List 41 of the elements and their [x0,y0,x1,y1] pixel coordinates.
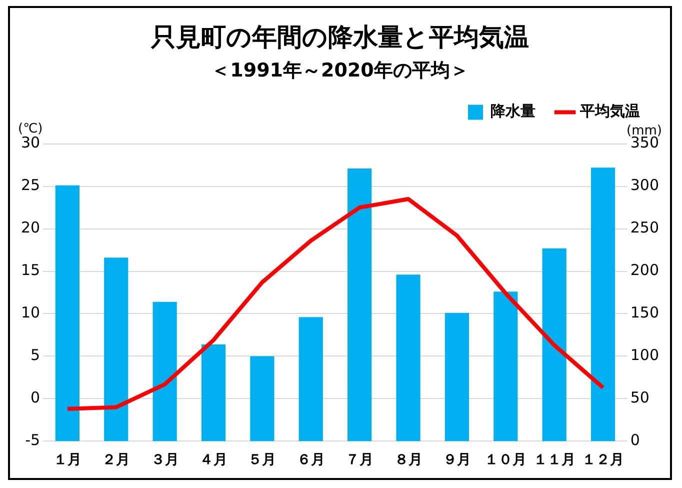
x-tick-label: ６月 [296,452,325,468]
x-tick-label: ５月 [248,452,276,468]
x-tick-label: ９月 [442,452,471,468]
bar [298,317,323,442]
x-tick-label: ４月 [200,452,228,468]
x-tick-label: ３月 [150,452,179,468]
x-tick-label: １月 [53,452,82,468]
legend-label: 平均気温 [579,102,640,120]
bar [348,168,372,442]
y-tick-label: -5 [25,431,40,450]
y2-tick-label: 0 [630,431,640,450]
bar [152,302,177,442]
y2-tick-label: 200 [630,261,660,280]
bar [590,168,616,442]
y-tick-label: 0 [30,388,40,407]
y-tick-label: 15 [20,261,40,280]
y2-tick-label: 150 [630,304,660,322]
bar [444,312,470,442]
x-tick-label: ８月 [394,452,422,468]
bar [201,344,226,442]
y-tick-label: 5 [30,346,40,364]
x-tick-label: １１月 [533,452,576,468]
bar [55,185,80,442]
bar [494,292,518,442]
y-tick-label: 25 [20,176,40,194]
x-tick-label: ７月 [346,452,374,468]
bar [542,248,566,442]
y2-tick-label: 250 [630,218,660,237]
bar [104,258,128,442]
bar [396,274,420,442]
y-tick-label: 10 [20,304,40,322]
x-tick-label: ２月 [102,452,130,468]
bar [250,356,274,442]
y2-tick-label: 100 [630,346,660,364]
y-tick-label: 20 [20,218,40,237]
legend-label: 降水量 [490,102,536,120]
x-tick-label: １２月 [582,452,624,468]
x-tick-label: １０月 [484,452,527,468]
chart-title: 只見町の年間の降水量と平均気温 [150,22,529,52]
y2-tick-label: 300 [630,176,660,194]
y2-tick-label: 50 [630,388,650,407]
